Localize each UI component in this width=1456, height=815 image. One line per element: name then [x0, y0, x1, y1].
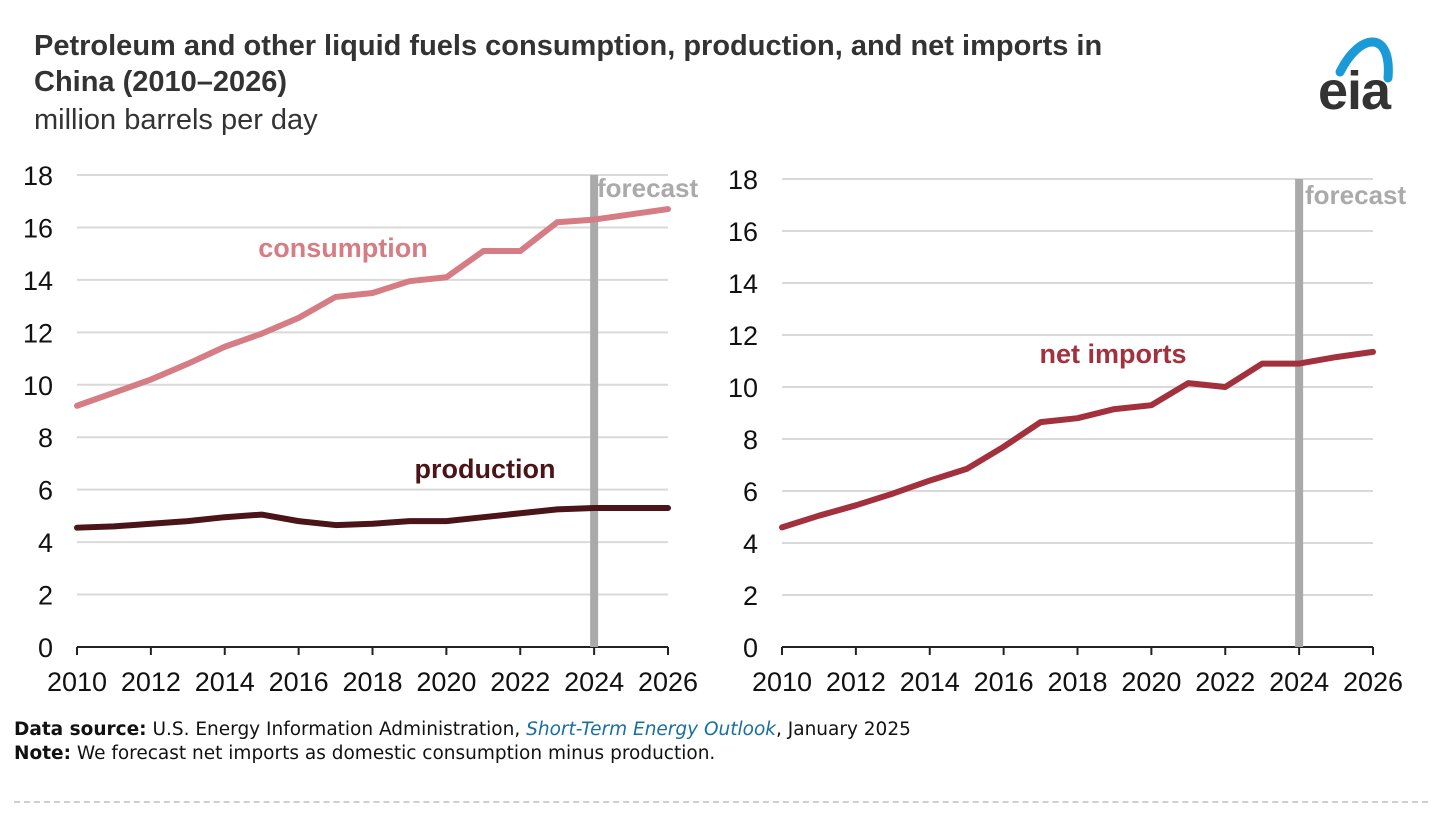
x-tick-label: 2016 [269, 667, 329, 697]
x-tick-label: 2020 [1121, 667, 1181, 697]
x-tick-label: 2026 [638, 667, 698, 697]
x-tick-label: 2016 [974, 667, 1034, 697]
x-tick-label: 2024 [1269, 667, 1329, 697]
forecast-label: forecast [1305, 180, 1406, 210]
chart-title: Petroleum and other liquid fuels consump… [34, 30, 1103, 98]
note-label: Note: [14, 743, 71, 764]
y-tick-label: 0 [743, 633, 758, 663]
note-line: Note: We forecast net imports as domesti… [14, 743, 715, 764]
data-source-line: Data source: U.S. Energy Information Adm… [14, 719, 911, 740]
eia-logo: eia [1300, 30, 1420, 121]
note-text: We forecast net imports as domestic cons… [76, 743, 716, 764]
y-tick-label: 4 [743, 529, 758, 559]
logo-arc-icon [1335, 37, 1393, 83]
y-tick-label: 16 [728, 217, 758, 247]
series-label-net-imports: net imports [1039, 339, 1186, 369]
y-tick-label: 4 [38, 528, 53, 558]
series-label-consumption: consumption [258, 233, 428, 263]
y-tick-label: 10 [23, 371, 53, 401]
data-source-label: Data source: [14, 719, 147, 740]
x-tick-label: 2014 [195, 667, 255, 697]
data-source-date: , January 2025 [776, 719, 911, 740]
data-source-link[interactable]: Short-Term Energy Outlook [526, 719, 777, 740]
footer-divider [14, 801, 1428, 803]
y-tick-label: 6 [38, 476, 53, 506]
y-tick-label: 8 [743, 425, 758, 455]
chart-net-imports: 0 2 4 6 8 10 12 14 16 18 2010 2012 2014 2016 2018 2020 2… [728, 165, 1407, 697]
y-tick-label: 18 [728, 165, 758, 195]
y-tick-label: 8 [38, 423, 53, 453]
chart-subtitle: million barrels per day [34, 104, 318, 136]
x-tick-label: 2010 [47, 667, 107, 697]
chart-consumption-production: 0 2 4 6 8 10 12 14 16 18 2010 2012 2014 2016 2018 2020 2… [23, 161, 699, 697]
y-tick-label: 2 [38, 581, 53, 611]
series-line-production [74, 505, 671, 531]
x-tick-label: 2022 [490, 667, 550, 697]
y-tick-label: 12 [728, 321, 758, 351]
x-tick-label: 2026 [1343, 667, 1403, 697]
y-tick-label: 12 [23, 318, 53, 348]
x-tick-label: 2014 [900, 667, 960, 697]
x-tick-label: 2012 [121, 667, 181, 697]
series-line-net-imports [779, 348, 1376, 531]
series-label-production: production [415, 454, 556, 484]
x-tick-label: 2012 [826, 667, 886, 697]
y-tick-label: 6 [743, 477, 758, 507]
y-tick-label: 10 [728, 373, 758, 403]
y-tick-label: 18 [23, 161, 53, 191]
y-tick-label: 2 [743, 581, 758, 611]
logo-text: eia [1318, 61, 1391, 121]
x-tick-label: 2024 [564, 667, 624, 697]
y-tick-label: 0 [38, 633, 53, 663]
x-tick-label: 2022 [1195, 667, 1255, 697]
x-tick-label: 2018 [1047, 667, 1107, 697]
x-tick-label: 2018 [342, 667, 402, 697]
data-source-text: U.S. Energy Information Administration, [152, 719, 521, 740]
forecast-label: forecast [597, 173, 698, 203]
x-tick-label: 2010 [752, 667, 812, 697]
y-tick-label: 14 [23, 266, 53, 296]
series-line-consumption [74, 206, 671, 409]
x-tick-label: 2020 [416, 667, 476, 697]
y-tick-label: 16 [23, 213, 53, 243]
y-tick-label: 14 [728, 269, 758, 299]
